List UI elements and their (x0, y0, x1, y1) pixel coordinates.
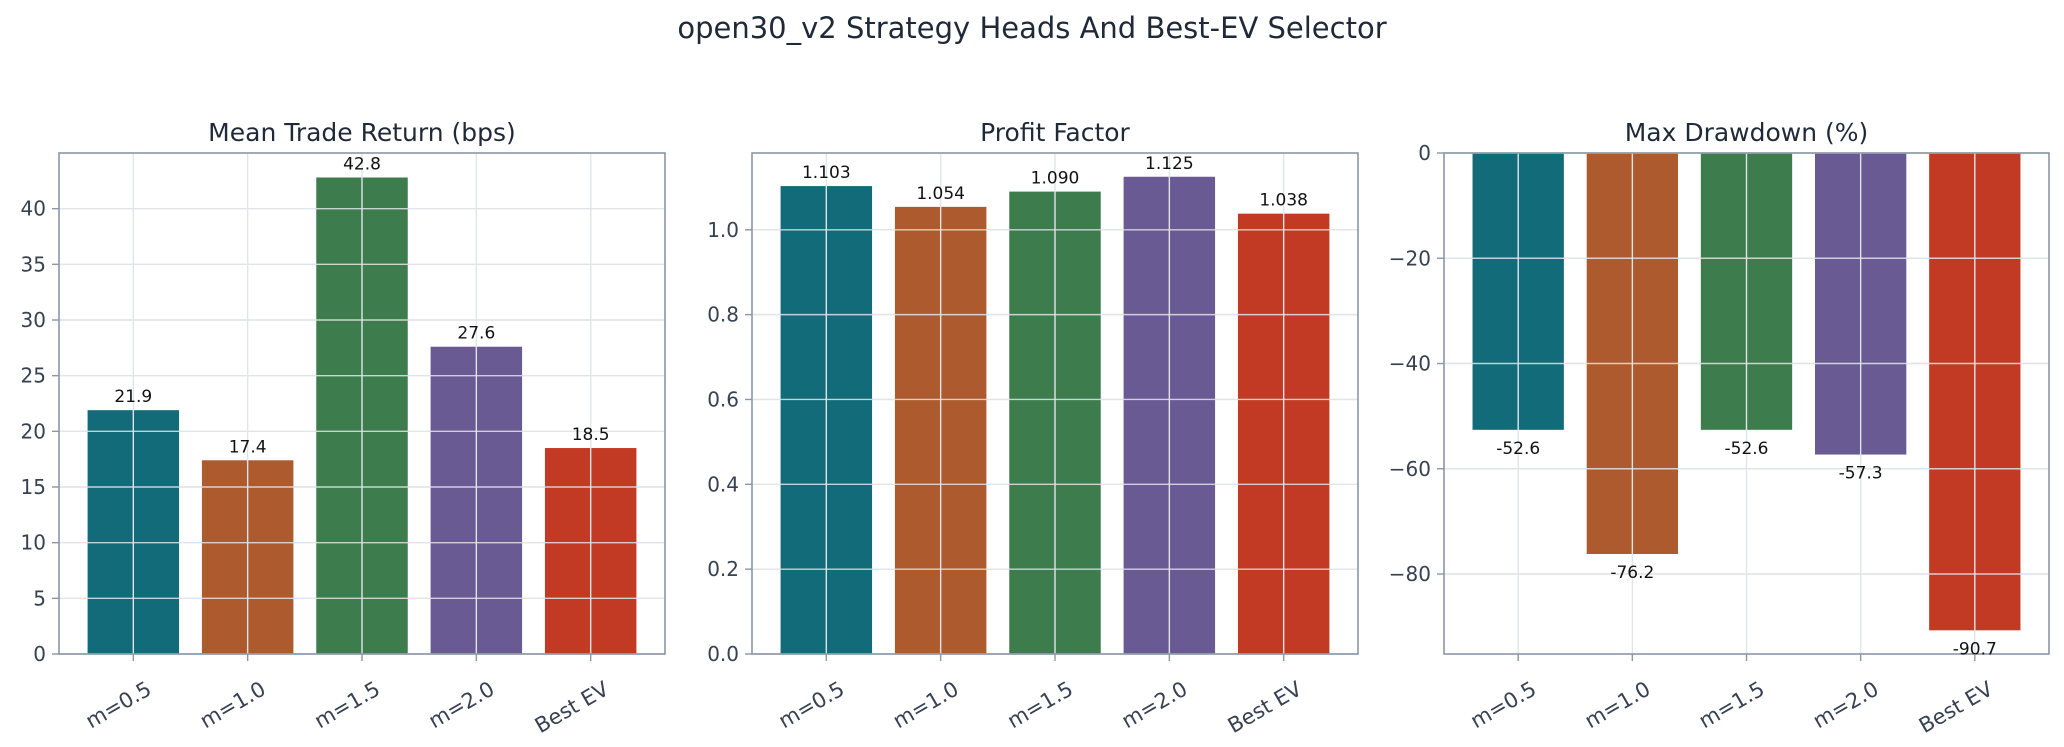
y-tick-label: −40 (1389, 352, 1431, 376)
value-labels: -52.6 -76.2 -52.6 -57.3 -90.7 (1496, 439, 1997, 660)
bar-value-label: 42.8 (343, 154, 381, 174)
y-tick-label: −20 (1389, 246, 1431, 270)
bar-value-label: 27.6 (457, 324, 495, 344)
y-tick-label: 0 (33, 642, 46, 666)
bars (1444, 152, 2049, 654)
y-tick-label: 25 (21, 364, 46, 388)
bar-value-label: -52.6 (1725, 439, 1769, 459)
panel-title: Max Drawdown (%) (1625, 118, 1869, 147)
panel-mean-trade-return: Mean Trade Return (bps) 21.9 17.4 42.8 27.6… (21, 118, 666, 738)
x-tick-label: m=1.0 (196, 677, 270, 734)
y-tick-label: −80 (1389, 562, 1431, 586)
x-tick-label: m=1.5 (310, 677, 384, 734)
bars (752, 153, 1358, 655)
y-tick-label: 0.4 (707, 472, 739, 496)
x-tick-label: m=0.5 (1466, 677, 1540, 734)
bar-value-label: -57.3 (1839, 464, 1883, 484)
x-axis-ticks: m=0.5 m=1.0 m=1.5 m=2.0 Best EV (82, 654, 614, 738)
x-axis-ticks: m=0.5 m=1.0 m=1.5 m=2.0 Best EV (1466, 654, 1997, 738)
x-tick-label: m=2.0 (1118, 677, 1192, 734)
bar-value-label: 1.038 (1259, 191, 1308, 211)
x-tick-label: m=1.5 (1003, 677, 1077, 734)
y-tick-label: 15 (21, 475, 46, 499)
bar-value-label: 17.4 (229, 437, 267, 457)
bar-value-label: -52.6 (1496, 439, 1540, 459)
x-tick-label: Best EV (531, 676, 614, 738)
y-tick-label: 20 (21, 419, 46, 443)
panel-max-drawdown: Max Drawdown (%) -52.6 -76.2 -52.6 -57.3 -90… (1389, 118, 2050, 738)
y-axis-ticks: 0 5 10 15 20 25 30 35 40 (21, 197, 59, 666)
y-tick-label: 1.0 (707, 218, 739, 242)
y-tick-label: 0.0 (707, 642, 739, 666)
y-tick-label: 0.2 (707, 557, 739, 581)
bar-value-label: -76.2 (1610, 563, 1654, 583)
y-tick-label: 0.8 (707, 303, 739, 327)
y-tick-label: 30 (21, 308, 46, 332)
bar-value-label: 1.103 (802, 163, 851, 183)
bar-value-label: 18.5 (572, 425, 610, 445)
y-tick-label: 0 (1418, 141, 1431, 165)
x-tick-label: m=2.0 (425, 677, 499, 734)
y-tick-label: 35 (21, 252, 46, 276)
y-tick-label: 5 (33, 586, 46, 610)
y-tick-label: −60 (1389, 457, 1431, 481)
y-tick-label: 10 (21, 531, 46, 555)
bar-value-label: -90.7 (1953, 639, 1997, 659)
panel-title: Profit Factor (980, 118, 1130, 147)
x-tick-label: m=1.0 (1581, 677, 1655, 734)
x-tick-label: m=0.5 (775, 677, 849, 734)
y-tick-label: 0.6 (707, 387, 739, 411)
value-labels: 1.103 1.054 1.090 1.125 1.038 (802, 154, 1308, 211)
y-axis-ticks: 0.0 0.2 0.4 0.6 0.8 1.0 (707, 218, 752, 666)
bars (59, 153, 665, 655)
value-labels: 21.9 17.4 42.8 27.6 18.5 (114, 154, 609, 457)
panel-profit-factor: Profit Factor 1.1031.0541.0901.1251.038 … (707, 118, 1359, 738)
bar-value-label: 1.125 (1145, 154, 1194, 174)
x-tick-label: m=0.5 (82, 677, 156, 734)
y-tick-label: 40 (21, 197, 46, 221)
x-tick-label: Best EV (1224, 676, 1307, 738)
x-axis-ticks: m=0.5 m=1.0 m=1.5 m=2.0 Best EV (775, 654, 1307, 738)
x-tick-label: m=2.0 (1809, 677, 1883, 734)
x-tick-label: m=1.5 (1695, 677, 1769, 734)
bar-value-label: 1.090 (1031, 169, 1080, 189)
x-tick-label: m=1.0 (889, 677, 963, 734)
bar-value-label: 1.054 (916, 184, 965, 204)
figure-title: open30_v2 Strategy Heads And Best-EV Sel… (677, 11, 1386, 45)
bar-value-label: 21.9 (114, 387, 152, 407)
x-tick-label: Best EV (1915, 676, 1998, 738)
y-axis-ticks: 0 −20 −40 −60 −80 (1389, 141, 1444, 586)
panel-title: Mean Trade Return (bps) (208, 118, 516, 147)
